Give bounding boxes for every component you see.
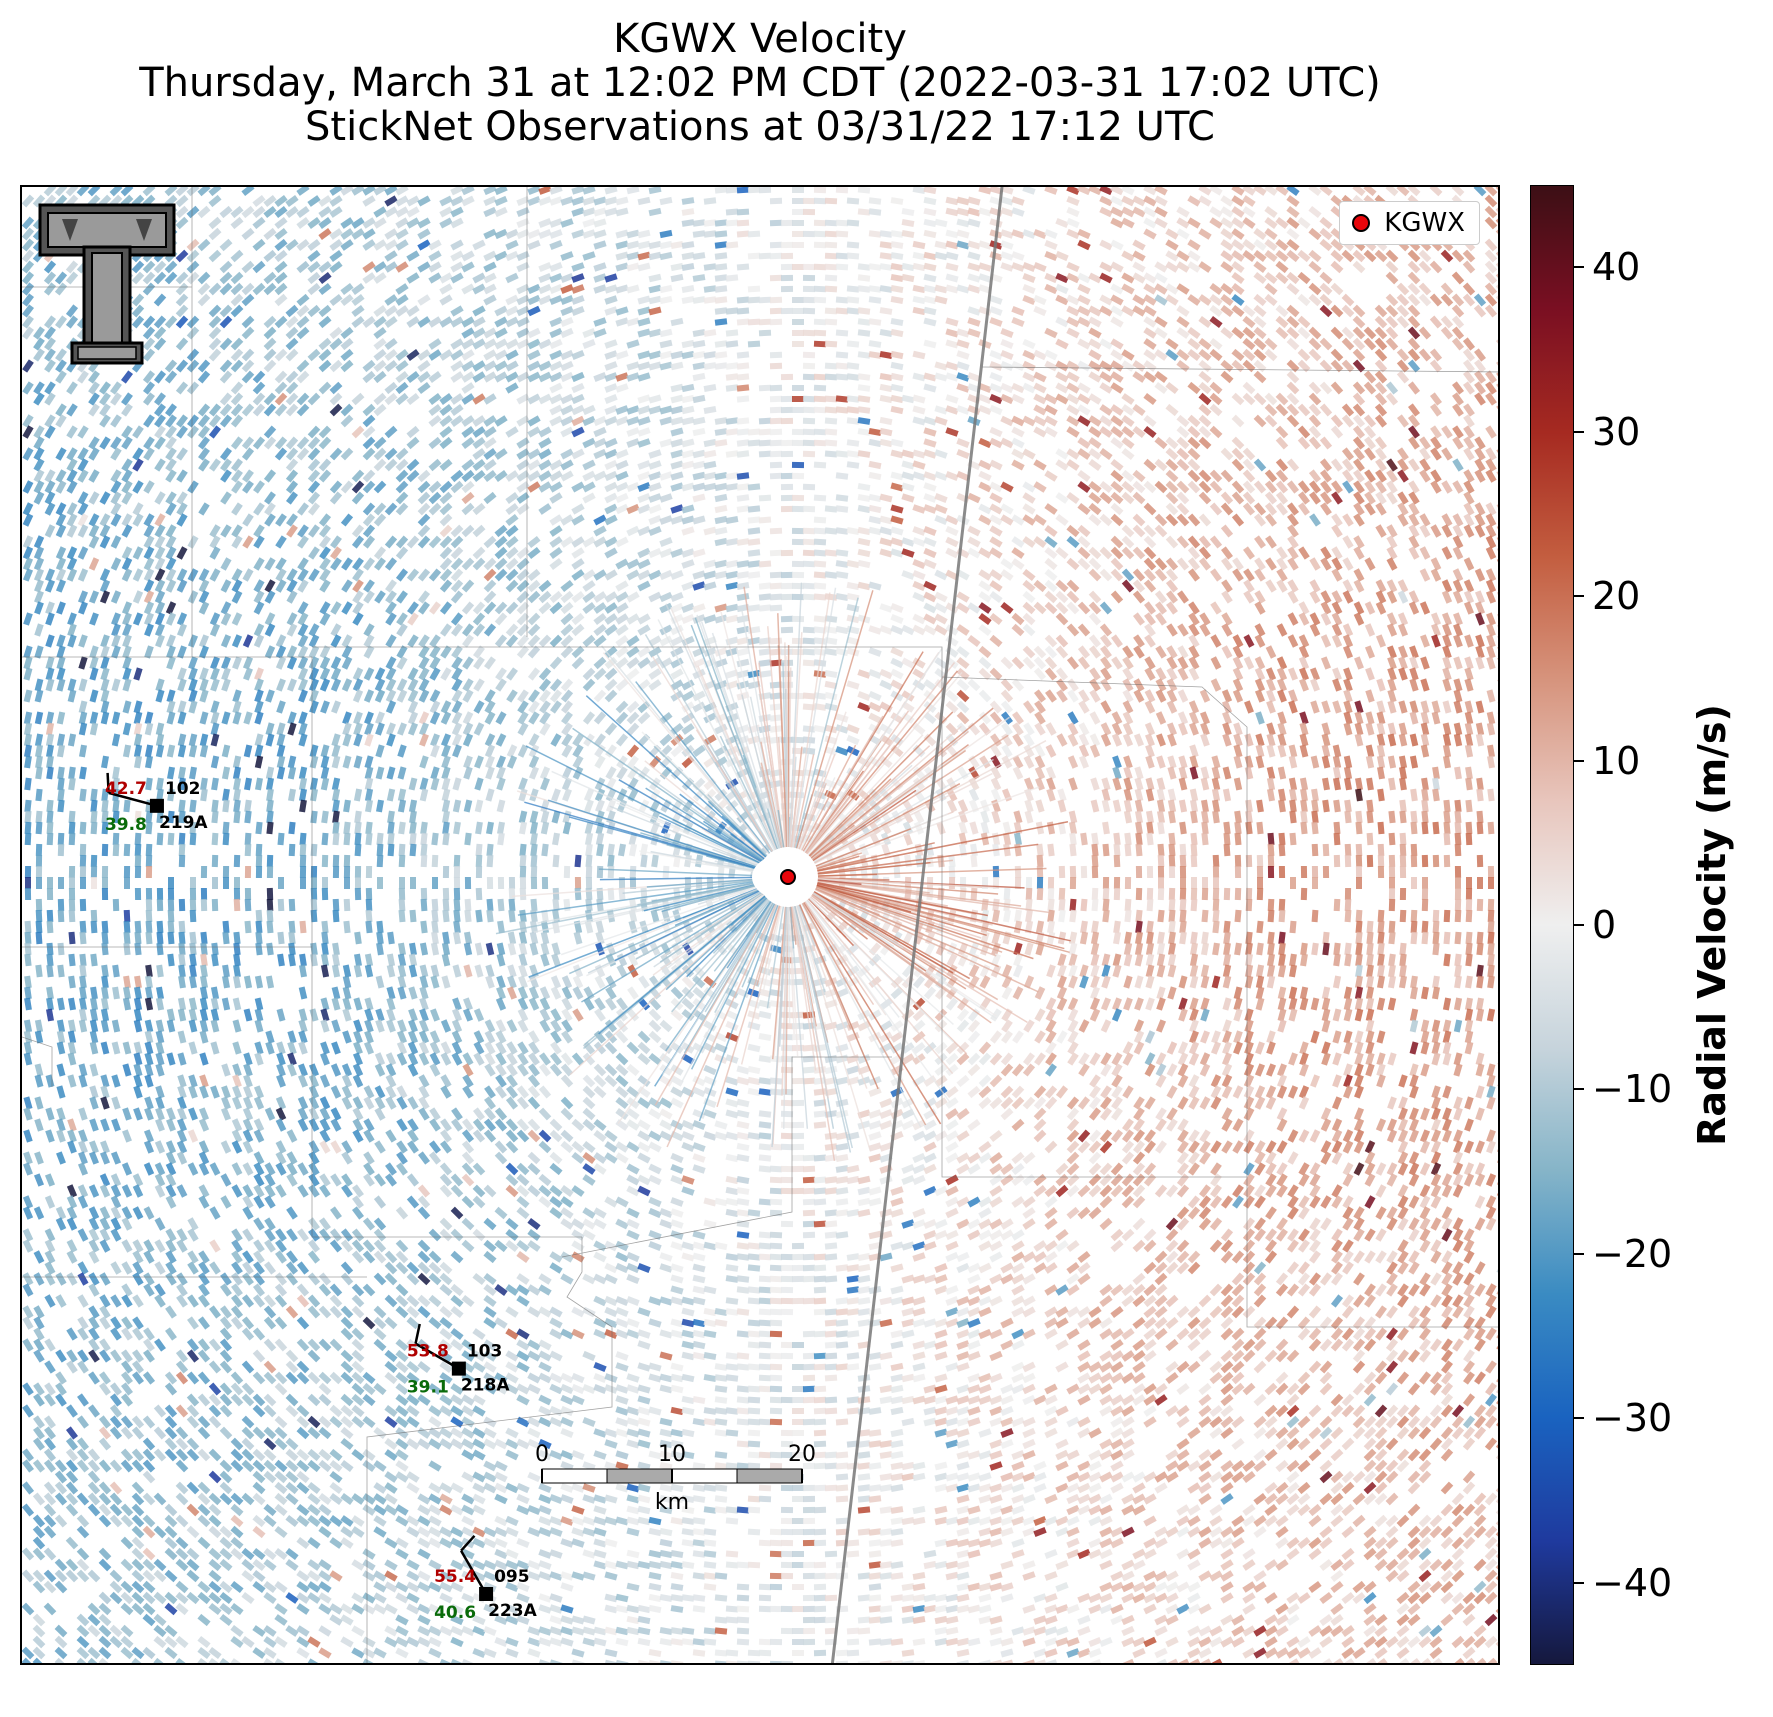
map-legend: KGWX: [1339, 201, 1480, 245]
county-line: [312, 646, 1498, 1328]
colorbar-tick: [1574, 1581, 1584, 1584]
colorbar-tick-label: −40: [1592, 1560, 1673, 1605]
scalebar-label-20: 20: [788, 1442, 816, 1467]
wind-barb-shaft: [108, 791, 158, 808]
scalebar-label-0: 0: [535, 1442, 549, 1467]
station-temperature: 42.7: [105, 779, 147, 799]
legend-label: KGWX: [1384, 208, 1465, 238]
county-line: [941, 676, 1248, 1177]
station-temperature: 55.4: [434, 1567, 476, 1587]
station-marker: [149, 798, 164, 813]
station-marker: [451, 1361, 466, 1376]
colorbar-tick-label: 10: [1592, 738, 1641, 783]
station-103[interactable]: 53.8 103 39.1 218A: [407, 1323, 510, 1398]
station-temperature: 53.8: [407, 1342, 449, 1362]
radar-site-marker: [780, 869, 796, 885]
texas-tech-double-t-logo: [38, 203, 176, 365]
wind-barb-shaft: [460, 1550, 488, 1595]
colorbar: [1530, 185, 1574, 1665]
colorbar-tick-label: −20: [1592, 1231, 1673, 1276]
radial-streaks: [495, 582, 1071, 1162]
colorbar-tick-label: −30: [1592, 1396, 1673, 1441]
colorbar-tick-label: 30: [1592, 409, 1641, 454]
scale-bar: 0 10 20 km: [535, 1442, 816, 1515]
station-dewpoint: 40.6: [434, 1603, 476, 1623]
sticknet-stations: 54.909236.9109A42.710239.8219A56.709740.…: [105, 772, 538, 1623]
scalebar-label-10: 10: [658, 1442, 686, 1467]
colorbar-tick: [1574, 430, 1584, 433]
colorbar-tick-label: 20: [1592, 574, 1641, 619]
wind-barb-flag: [106, 772, 110, 793]
radar-site-legend-marker: [1352, 214, 1371, 232]
title-line1: KGWX Velocity: [613, 16, 907, 62]
station-id: 103: [467, 1342, 503, 1362]
title-line3: StickNet Observations at 03/31/22 17:12 …: [305, 104, 1215, 150]
map-canvas: 54.909236.9109A42.710239.8219A56.709740.…: [22, 187, 1498, 1663]
colorbar-tick-label: −10: [1592, 1067, 1673, 1112]
radar-map[interactable]: 54.909236.9109A42.710239.8219A56.709740.…: [20, 185, 1500, 1665]
station-095[interactable]: 55.4 095 40.6 223A: [434, 1534, 538, 1623]
station-marker: [479, 1586, 494, 1601]
colorbar-tick-label: 0: [1592, 903, 1617, 947]
colorbar-tick: [1574, 924, 1584, 926]
wind-barb-flag: [460, 1534, 476, 1552]
county-line: [561, 1056, 892, 1258]
wind-barb-flag: [414, 1323, 421, 1344]
county-line: [22, 1036, 53, 1087]
colorbar-tick: [1574, 1252, 1584, 1255]
colorbar-tick-label: 40: [1592, 245, 1641, 290]
station-probe-id: 218A: [461, 1376, 510, 1396]
colorbar-tick: [1574, 759, 1584, 762]
station-id: 102: [165, 779, 201, 799]
county-line: [366, 1237, 613, 1663]
colorbar-tick: [1574, 1417, 1584, 1420]
station-probe-id: 223A: [488, 1601, 537, 1621]
station-dewpoint: 39.1: [407, 1378, 449, 1398]
scalebar-unit: km: [655, 1490, 689, 1515]
station-dewpoint: 39.8: [105, 815, 147, 835]
colorbar-tick: [1574, 266, 1584, 269]
colorbar-tick: [1574, 595, 1584, 598]
highway-line: [830, 187, 1004, 1663]
colorbar-title: Radial Velocity (m/s): [1690, 704, 1734, 1146]
county-line: [981, 366, 1498, 373]
station-102[interactable]: 42.7 102 39.8 219A: [105, 772, 208, 835]
title-line2: Thursday, March 31 at 12:02 PM CDT (2022…: [139, 60, 1381, 106]
wind-barb-shaft: [414, 1342, 460, 1370]
county-boundaries: [22, 187, 1498, 1663]
colorbar-tick: [1574, 1088, 1584, 1091]
station-probe-id: 219A: [159, 813, 208, 833]
station-id: 095: [494, 1567, 529, 1587]
